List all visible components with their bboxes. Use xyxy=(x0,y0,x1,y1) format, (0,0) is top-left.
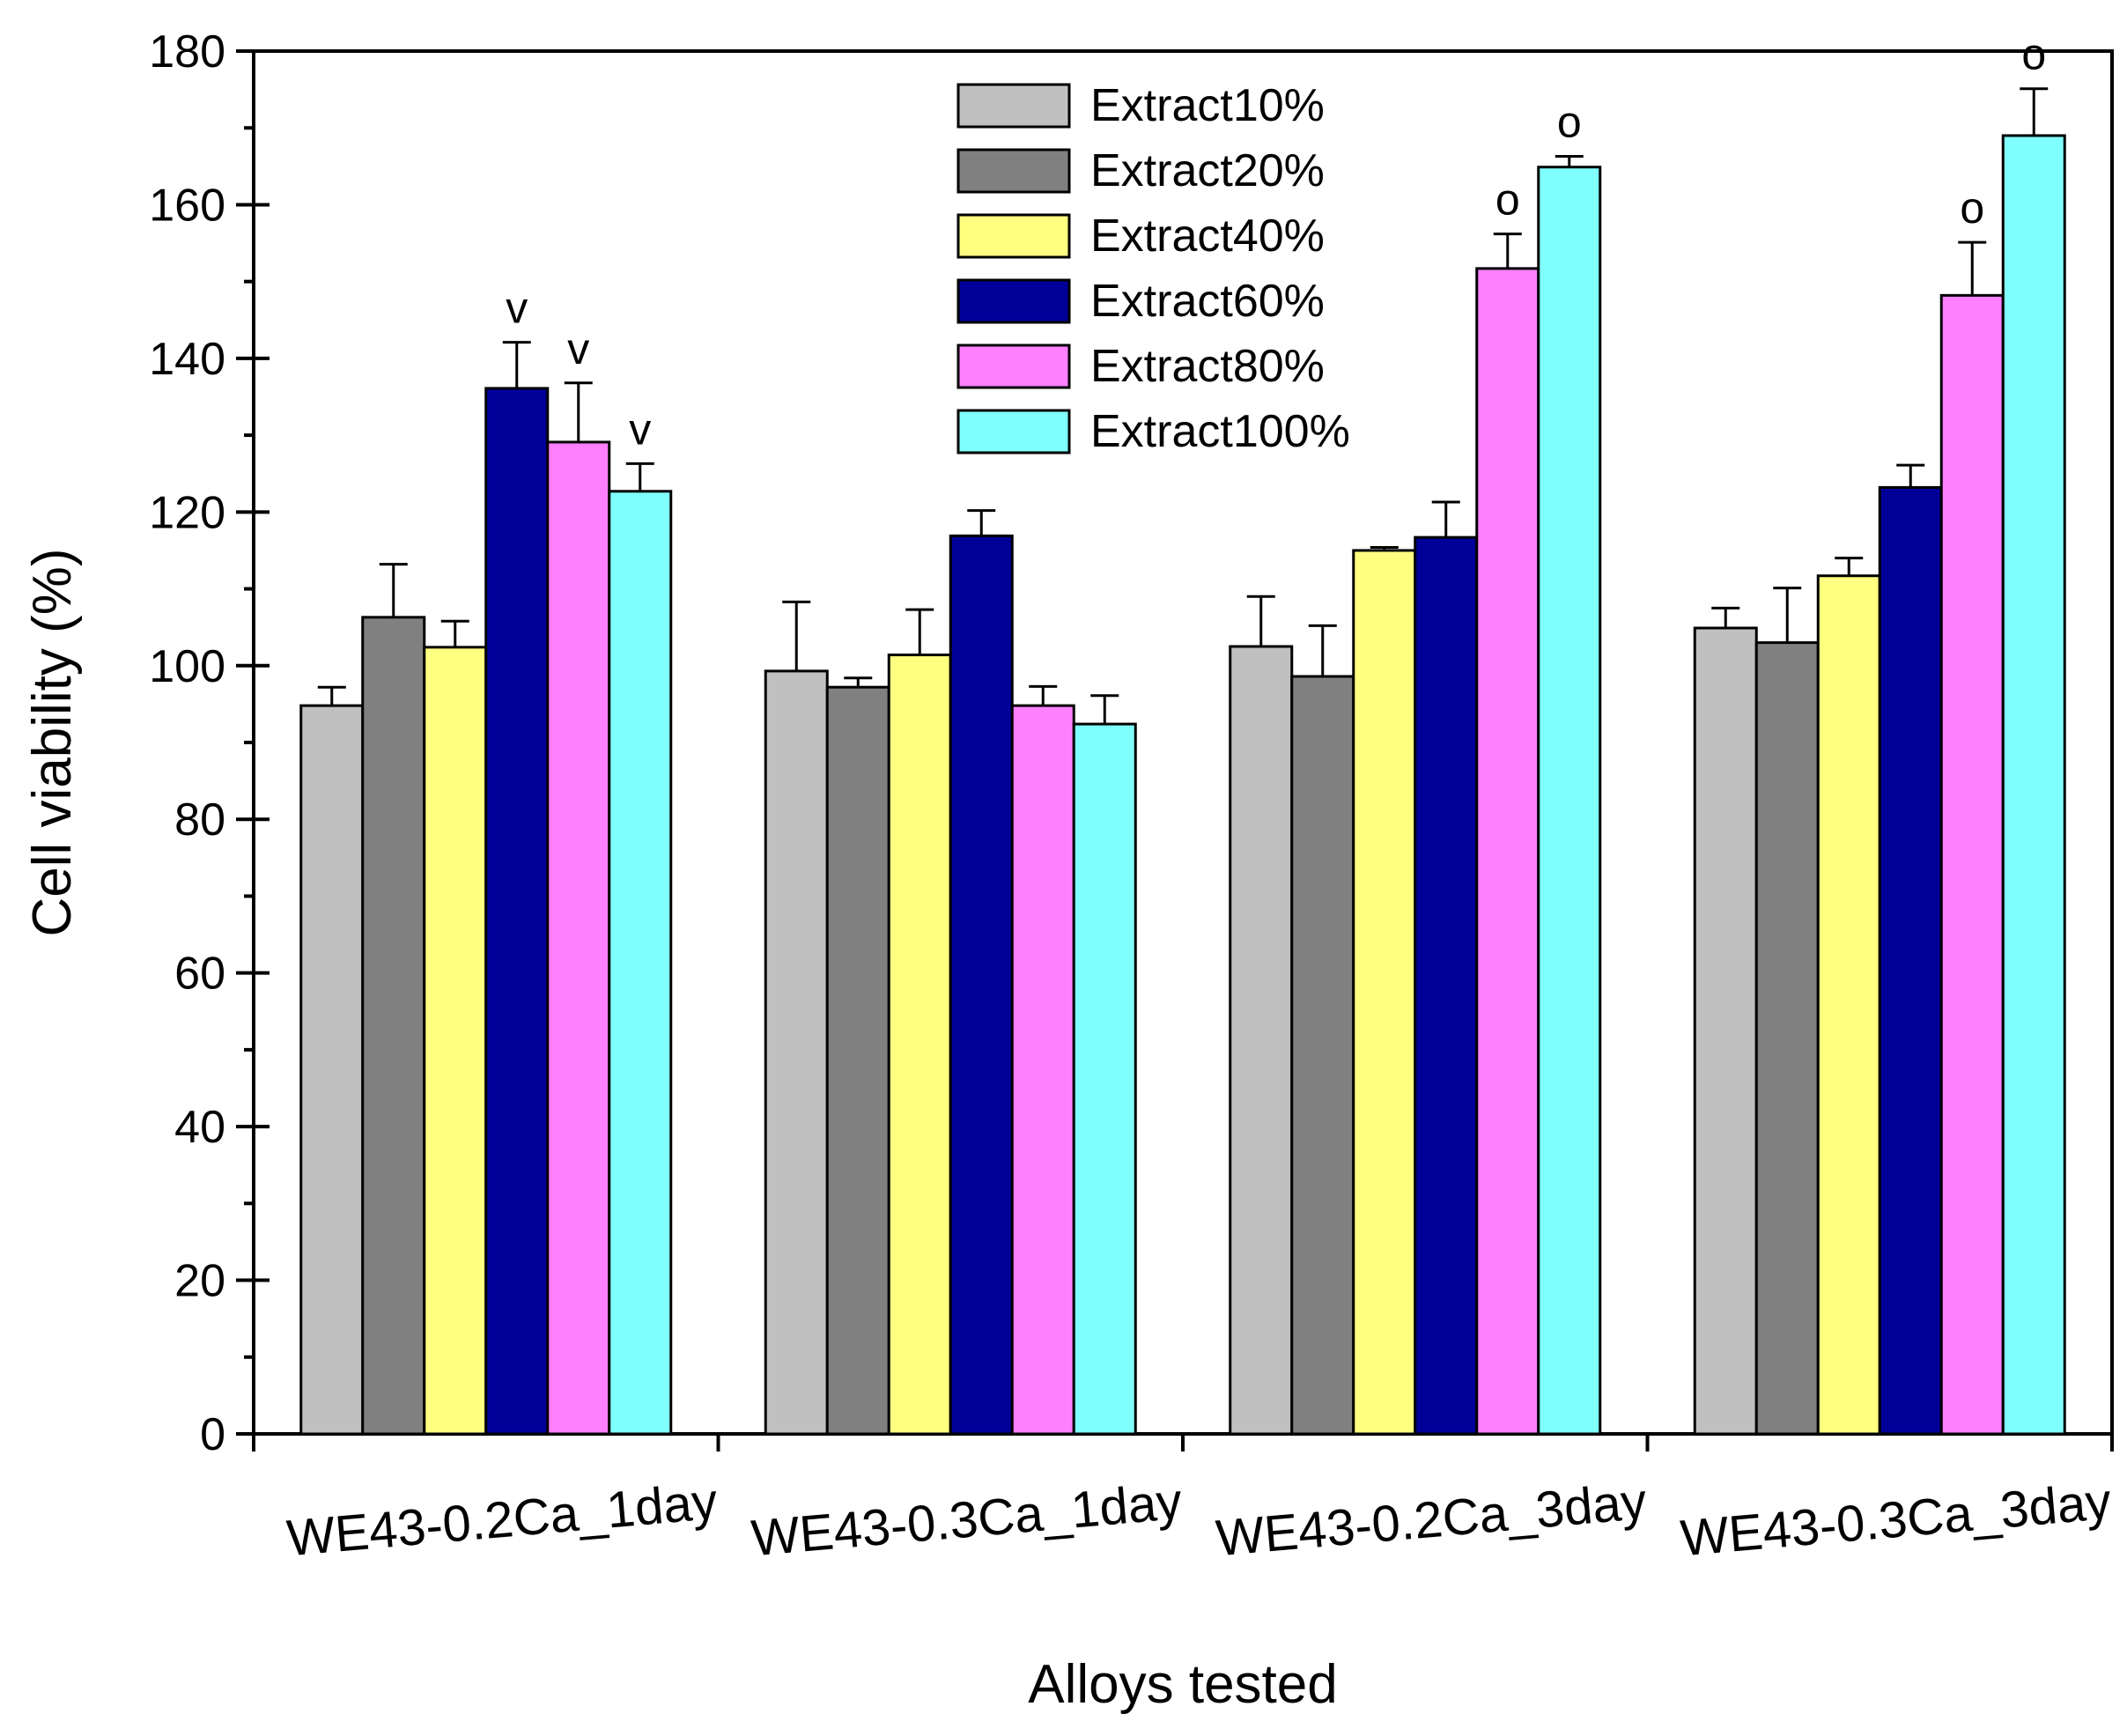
y-tick-label: 60 xyxy=(174,949,225,1000)
significance-mark: v xyxy=(506,284,528,333)
significance-mark: o xyxy=(1557,97,1582,146)
bar xyxy=(1229,645,1294,1436)
bar xyxy=(1352,549,1417,1436)
bar xyxy=(1475,267,1540,1436)
x-axis-ticks xyxy=(252,1434,2114,1452)
y-tick-label: 180 xyxy=(149,26,225,78)
y-tick-label: 100 xyxy=(149,641,225,692)
x-tick-label: WE43-0.3Ca_3day xyxy=(1679,1473,2114,1567)
legend-label: Extract40% xyxy=(1090,211,1325,262)
bar xyxy=(1693,626,1758,1436)
bar xyxy=(1010,704,1075,1436)
significance-mark: o xyxy=(2021,30,2046,79)
y-tick-label: 80 xyxy=(174,794,225,846)
bar xyxy=(1290,675,1355,1436)
bar xyxy=(2001,134,2066,1436)
y-tick-label: 40 xyxy=(174,1102,225,1153)
bar xyxy=(1939,293,2005,1436)
bar xyxy=(546,440,611,1436)
y-tick-label: 120 xyxy=(149,487,225,538)
x-axis-categories: WE43-0.2Ca_1day WE43-0.3Ca_1day WE43-0.2Ca… xyxy=(284,1473,2113,1567)
legend-label: Extract100% xyxy=(1090,406,1350,457)
x-axis-title: Alloys tested xyxy=(1028,1654,1338,1715)
legend-swatch xyxy=(956,148,1071,194)
bar-group: vvv xyxy=(299,284,673,1436)
bar xyxy=(825,685,890,1436)
significance-mark: v xyxy=(567,324,589,373)
bar xyxy=(1816,574,1881,1436)
legend-swatch xyxy=(956,213,1071,259)
significance-mark: o xyxy=(1496,175,1520,225)
legend-swatch xyxy=(956,409,1071,454)
y-axis-title: Cell viability (%) xyxy=(22,549,83,937)
x-tick-label: WE43-0.3Ca_1day xyxy=(750,1473,1185,1567)
bar xyxy=(361,616,426,1436)
bar xyxy=(949,534,1014,1436)
legend-label: Extract80% xyxy=(1090,341,1325,392)
y-tick-label: 160 xyxy=(149,180,225,231)
significance-mark: o xyxy=(1960,183,1984,233)
legend-swatch xyxy=(956,344,1071,389)
bar xyxy=(1072,722,1137,1436)
y-tick-label: 20 xyxy=(174,1256,225,1307)
y-tick-label: 140 xyxy=(149,334,225,385)
bar xyxy=(1754,641,1820,1436)
bar xyxy=(1878,485,1943,1436)
legend-label: Extract10% xyxy=(1090,80,1325,131)
bar xyxy=(608,490,673,1436)
bar xyxy=(1414,536,1479,1436)
significance-mark: v xyxy=(629,404,651,454)
bar-group: oo xyxy=(1229,97,1602,1436)
legend-swatch xyxy=(956,278,1071,324)
bar xyxy=(764,669,829,1436)
legend-label: Extract60% xyxy=(1090,276,1325,327)
bar-group xyxy=(764,509,1137,1436)
bar-group: oo xyxy=(1693,30,2066,1436)
x-tick-label: WE43-0.2Ca_3day xyxy=(1214,1473,1649,1567)
bar xyxy=(1537,166,1602,1436)
bar xyxy=(299,704,365,1436)
legend-swatch xyxy=(956,83,1071,129)
legend-label: Extract20% xyxy=(1090,145,1325,196)
bar xyxy=(423,646,488,1436)
legend: Extract10% Extract20% Extract40% Extract60%… xyxy=(956,80,1350,457)
y-axis-ticks: 0 20 40 60 80 100 120 140 160 180 xyxy=(149,26,270,1460)
bar xyxy=(887,654,952,1436)
y-tick-label: 0 xyxy=(200,1409,225,1460)
bar xyxy=(484,387,550,1436)
x-tick-label: WE43-0.2Ca_1day xyxy=(284,1473,720,1567)
